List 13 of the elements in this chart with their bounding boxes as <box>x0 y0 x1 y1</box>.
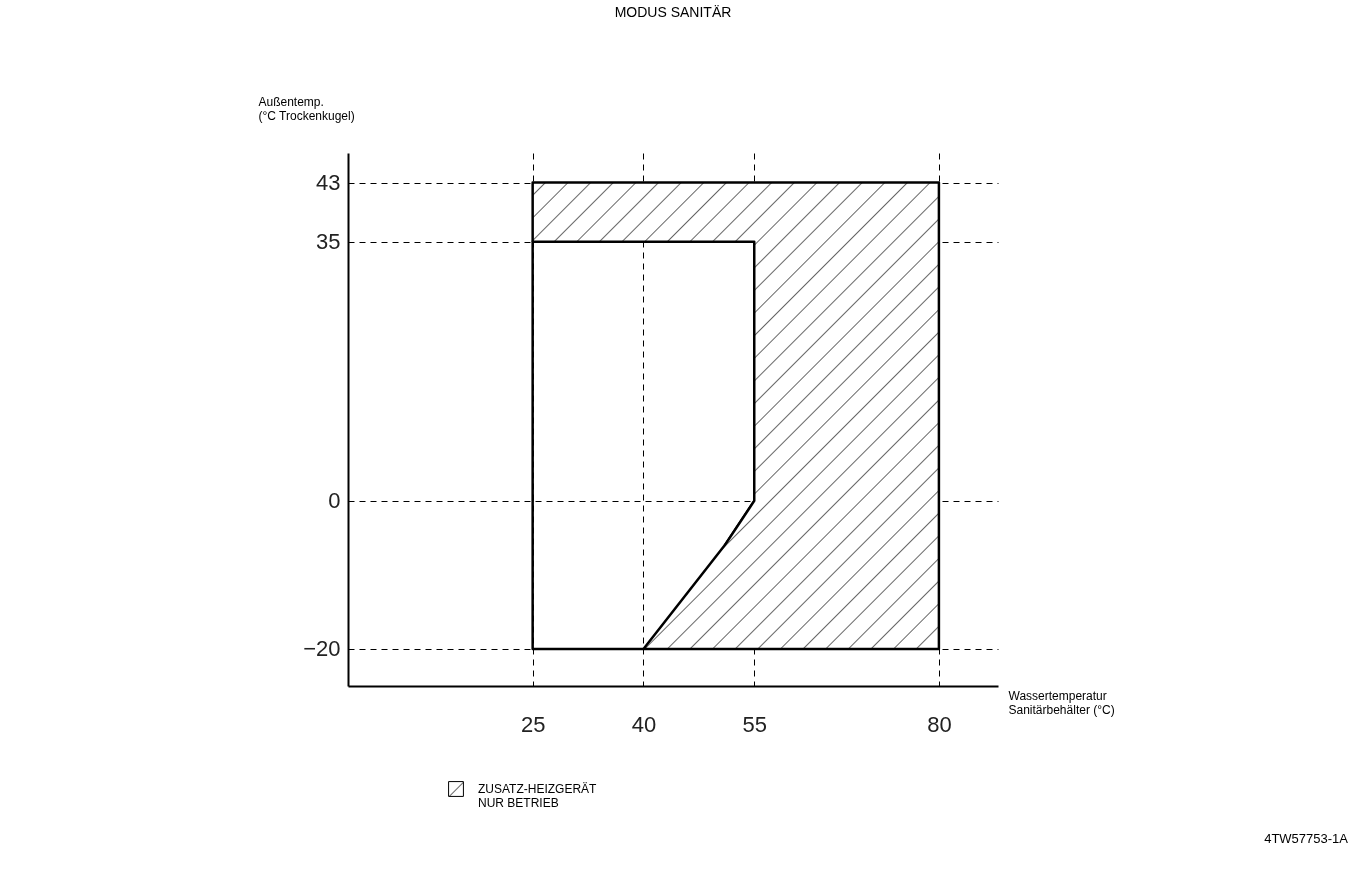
x-tick-label: 55 <box>742 711 767 737</box>
text: 4TW57753-1A <box>1264 831 1349 846</box>
y-axis-title: Außentemp. (°C Trockenkugel) <box>258 94 355 123</box>
y-tick-label: 0 <box>328 488 341 514</box>
x-tick-label: 40 <box>631 711 657 737</box>
y-tick-label: 35 <box>316 229 341 255</box>
chart-title: MODUS SANITÄR <box>614 4 732 20</box>
legend-label: ZUSATZ-HEIZGERÄT NUR BETRIEB <box>478 782 598 810</box>
y-tick-label: 43 <box>316 170 341 196</box>
x-axis-title: Wassertemperatur Sanitärbehälter (°C) <box>1008 688 1115 717</box>
x-tick-label: 80 <box>927 711 952 737</box>
y-tick-label: −20 <box>303 636 341 662</box>
x-tick-label: 25 <box>520 711 546 737</box>
